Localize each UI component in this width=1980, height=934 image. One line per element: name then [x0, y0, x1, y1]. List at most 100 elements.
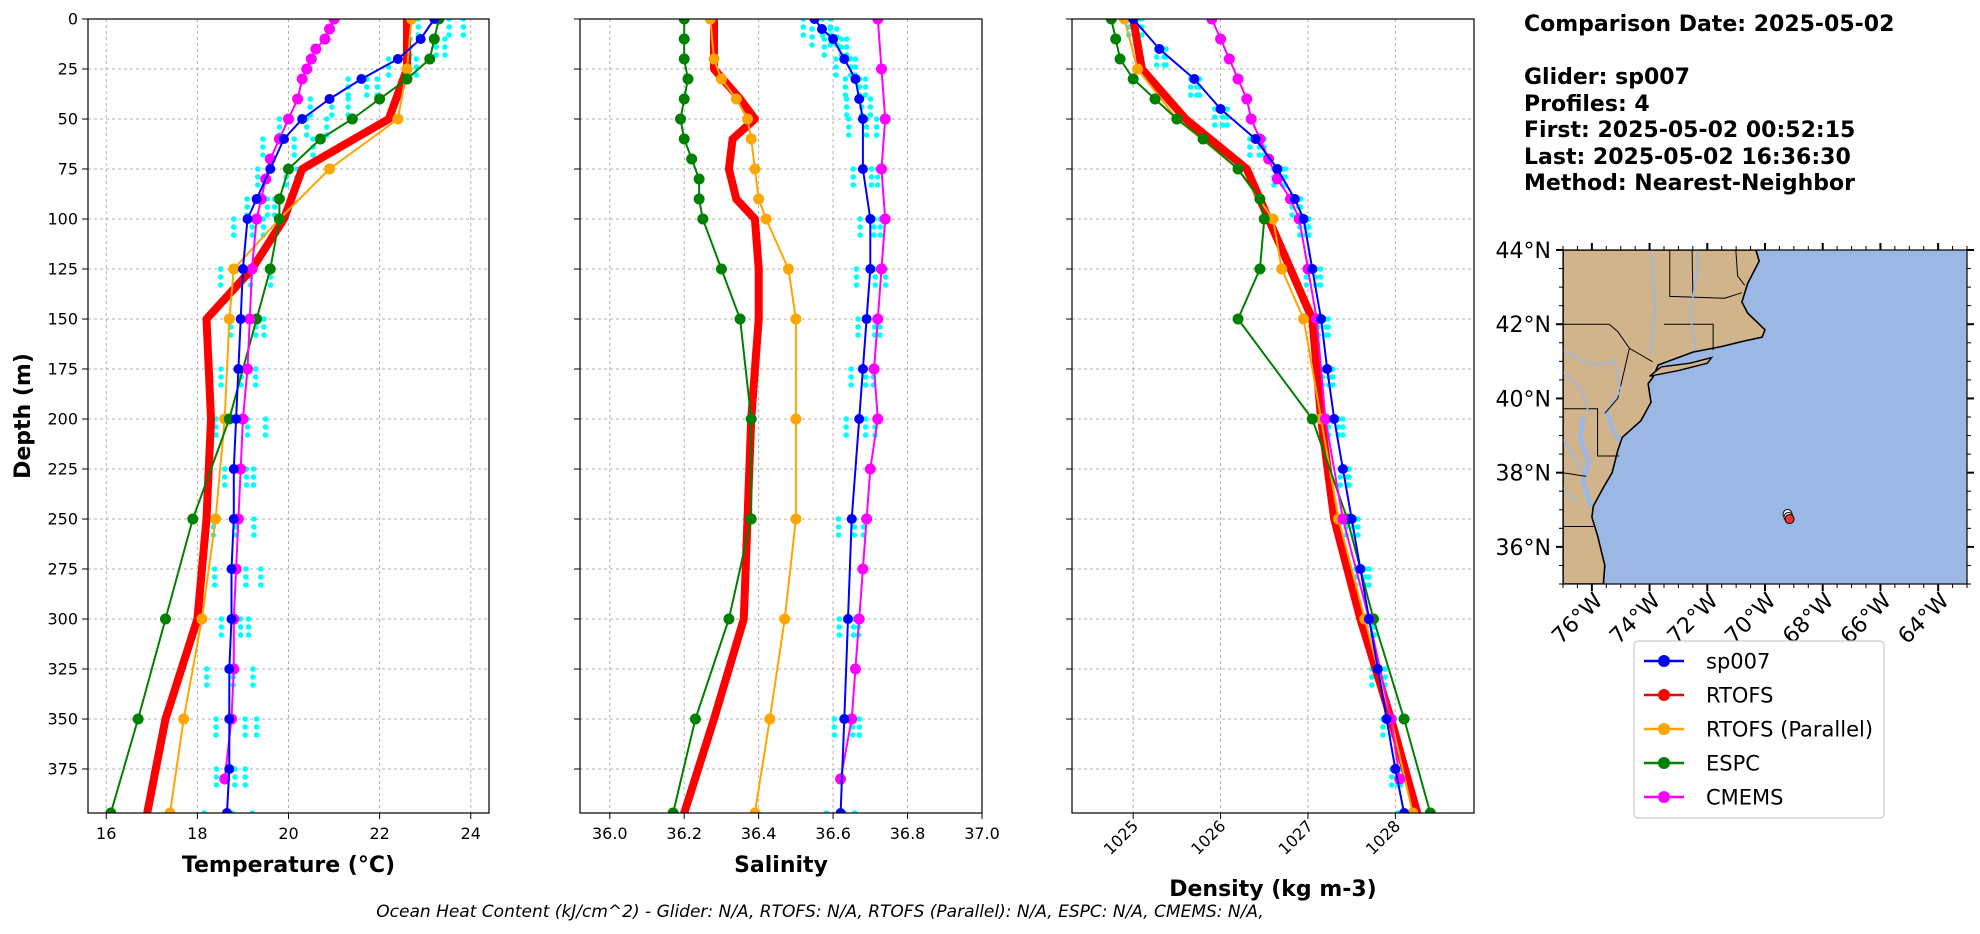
- glider-profile-point: [831, 732, 838, 738]
- legend-item-rtofs-parallel: RTOFS (Parallel): [1644, 718, 1873, 742]
- series-point-espc: [745, 513, 757, 525]
- glider-profile-point: [831, 716, 838, 722]
- glider-profile-point: [413, 56, 420, 62]
- series-point-sp007: [224, 714, 235, 724]
- series-point-cmems: [1245, 113, 1257, 125]
- glider-profile-point: [873, 124, 880, 130]
- state-border: [1669, 250, 1743, 299]
- glider-profile-point: [1163, 62, 1169, 68]
- series-point-cmems: [876, 163, 887, 175]
- glider-profile-point: [415, 24, 422, 30]
- glider-profile-point: [374, 76, 381, 82]
- glider-profile-point: [872, 282, 879, 288]
- series-point-rtofs-parallel: [753, 193, 765, 205]
- glider-profile-point: [848, 56, 854, 62]
- series-line-rtofs: [680, 19, 763, 813]
- glider-profile-point: [413, 72, 420, 78]
- lon-tick-label: 68°W: [1778, 588, 1839, 649]
- series-point-rtofs-parallel: [401, 63, 413, 75]
- series-point-sp007: [839, 714, 850, 724]
- series-point-sp007: [356, 74, 367, 84]
- glider-profile-point: [250, 674, 256, 680]
- glider-profile-point: [851, 810, 858, 813]
- glider-profile-point: [258, 582, 264, 588]
- glider-profile-point: [345, 92, 352, 98]
- glider-profile-point: [1282, 166, 1289, 172]
- series-point-sp007: [1390, 764, 1401, 774]
- legend-label: CMEMS: [1706, 786, 1784, 810]
- glider-profile-point: [213, 766, 220, 772]
- glider-profile-point: [862, 76, 869, 82]
- y-tick-label: 250: [47, 510, 78, 529]
- glider-profile-point: [303, 132, 310, 138]
- series-point-sp007: [854, 414, 865, 424]
- glider-profile-point: [1317, 274, 1324, 280]
- series-point-espc: [1127, 73, 1139, 85]
- river: [1563, 486, 1578, 503]
- glider-profile-point: [835, 532, 842, 538]
- lon-tick-label: 64°W: [1894, 588, 1955, 649]
- glider-profile-point: [242, 766, 249, 772]
- series-point-cmems: [1223, 53, 1235, 65]
- series-point-sp007: [1364, 614, 1375, 624]
- series-point-cmems: [244, 313, 256, 325]
- glider-profile-point: [1196, 92, 1203, 98]
- glider-profile-point: [853, 282, 860, 288]
- glider-profile-point: [843, 96, 850, 102]
- glider-profile-point: [218, 632, 225, 638]
- series-point-sp007: [265, 164, 276, 174]
- glider-profile-point: [1366, 582, 1372, 588]
- series-point-sp007: [429, 19, 440, 24]
- glider-profile-point: [862, 92, 869, 98]
- glider-profile-point: [203, 674, 210, 680]
- glider-profile-point: [211, 574, 218, 580]
- series-point-rtofs-parallel: [1298, 313, 1310, 325]
- glider-profile-point: [1355, 532, 1361, 538]
- glider-profile-point: [873, 116, 880, 122]
- glider-profile-point: [845, 132, 852, 138]
- axes-frame: [579, 18, 983, 814]
- series-point-espc: [1110, 33, 1122, 45]
- glider-profile-point: [1306, 224, 1312, 230]
- legend-marker-swatch: [1658, 689, 1670, 701]
- series-point-espc: [667, 807, 679, 813]
- series-point-espc: [682, 73, 694, 85]
- glider-profile-point: [843, 424, 849, 430]
- series-point-espc: [745, 413, 757, 425]
- series-point-cmems: [328, 19, 340, 25]
- series-point-espc: [264, 263, 276, 275]
- glider-profile-point: [833, 64, 839, 70]
- comparison-date-label: Comparison Date: 2025-05-02: [1524, 12, 1895, 37]
- glider-profile-point: [218, 366, 224, 372]
- lat-tick-label: 40°N: [1496, 387, 1551, 412]
- state-border: [1604, 348, 1630, 414]
- glider-profile-point: [243, 582, 249, 588]
- series-point-espc: [428, 33, 440, 45]
- glider-profile-point: [242, 716, 248, 722]
- series-point-espc: [314, 133, 326, 145]
- glider-profile-point: [1325, 316, 1331, 322]
- x-tick-label: 1026: [1187, 816, 1229, 858]
- series-point-sp007: [228, 514, 239, 524]
- glider-profile-point: [843, 416, 849, 422]
- glider-profile-point: [255, 182, 261, 188]
- series-point-rtofs-parallel: [1276, 263, 1288, 275]
- series-point-sp007: [1355, 564, 1366, 574]
- series-point-rtofs-parallel: [406, 19, 418, 25]
- glider-profile-point: [460, 19, 467, 22]
- glider-profile-point: [1187, 84, 1194, 90]
- glider-label: Glider: sp007: [1524, 65, 1690, 90]
- glider-profile-point: [1388, 782, 1395, 788]
- glider-profile-point: [243, 566, 249, 572]
- glider-profile-point: [855, 316, 861, 322]
- series-point-sp007: [857, 364, 868, 374]
- series-point-sp007: [1381, 714, 1392, 724]
- glider-profile-point: [874, 182, 881, 188]
- glider-profile-point: [1388, 774, 1395, 780]
- series-point-espc: [723, 613, 735, 625]
- glider-profile-point: [800, 24, 807, 30]
- glider-profile-point: [850, 166, 857, 172]
- legend-label: sp007: [1706, 650, 1770, 674]
- panel-salinity: 36.0 36.2 36.4 36.6 36.8 37.0 Salinity: [574, 18, 1000, 878]
- glider-profile-point: [243, 574, 249, 580]
